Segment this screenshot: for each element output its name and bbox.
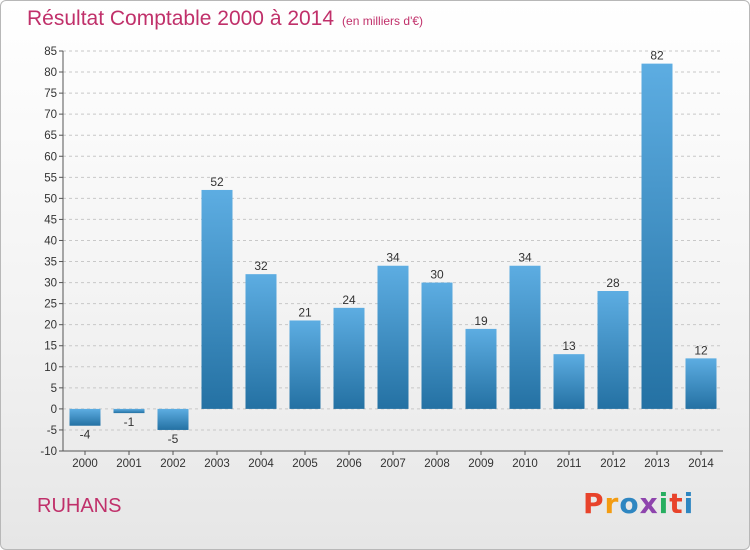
x-tick-label-2004: 2004 bbox=[248, 458, 274, 470]
bar-2004 bbox=[245, 274, 277, 409]
data-label-2008: 30 bbox=[430, 268, 444, 282]
chart-subtitle: (en milliers d'€) bbox=[342, 14, 424, 28]
data-label-2010: 34 bbox=[518, 251, 532, 265]
data-label-2003: 52 bbox=[210, 175, 224, 189]
bar-2003 bbox=[201, 189, 233, 409]
bar-2011 bbox=[553, 354, 585, 409]
y-tick-label: 75 bbox=[44, 88, 57, 100]
data-label-2000: -4 bbox=[80, 428, 91, 442]
bar-2008 bbox=[421, 282, 453, 409]
y-tick-label: 55 bbox=[44, 172, 57, 184]
bar-2006 bbox=[333, 307, 365, 409]
chart-title: Résultat Comptable 2000 à 2014 bbox=[27, 7, 335, 30]
x-tick-label-2001: 2001 bbox=[116, 458, 142, 470]
bar-2013 bbox=[641, 63, 673, 409]
proxiti-logo: Proxiti bbox=[583, 487, 694, 520]
x-tick-label-2013: 2013 bbox=[644, 458, 670, 470]
x-tick-label-2005: 2005 bbox=[292, 458, 318, 470]
y-tick-label: 85 bbox=[44, 46, 57, 58]
y-tick-label: 10 bbox=[44, 362, 57, 374]
x-tick-label-2003: 2003 bbox=[204, 458, 230, 470]
logo-letter: P bbox=[583, 487, 605, 520]
y-tick-label: 80 bbox=[44, 67, 57, 79]
data-label-2012: 28 bbox=[606, 276, 620, 290]
data-label-2014: 12 bbox=[694, 343, 708, 357]
x-tick-label-2014: 2014 bbox=[688, 458, 714, 470]
y-tick-label: 15 bbox=[44, 341, 57, 353]
y-tick-label: 30 bbox=[44, 278, 57, 290]
bar-2014 bbox=[685, 358, 717, 409]
y-tick-label: 45 bbox=[44, 214, 57, 226]
y-tick-label: -10 bbox=[40, 446, 57, 458]
bar-2005 bbox=[289, 320, 321, 409]
logo-letter: r bbox=[604, 487, 620, 520]
bar-2012 bbox=[597, 291, 629, 409]
x-tick-label-2012: 2012 bbox=[600, 458, 626, 470]
data-label-2004: 32 bbox=[254, 259, 268, 273]
logo-letter: t bbox=[669, 487, 684, 520]
x-tick-label-2006: 2006 bbox=[336, 458, 362, 470]
y-tick-label: 65 bbox=[44, 130, 57, 142]
y-tick-label: 35 bbox=[44, 257, 57, 269]
y-tick-label: 70 bbox=[44, 109, 57, 121]
y-tick-label: 0 bbox=[51, 404, 57, 416]
bar-2001 bbox=[113, 408, 145, 414]
logo-letter: i bbox=[658, 487, 670, 520]
x-tick-label-2010: 2010 bbox=[512, 458, 538, 470]
y-tick-label: 25 bbox=[44, 299, 57, 311]
y-tick-label: -5 bbox=[47, 425, 57, 437]
x-tick-label-2008: 2008 bbox=[424, 458, 450, 470]
bar-2010 bbox=[509, 265, 541, 409]
bar-2002 bbox=[157, 408, 189, 430]
data-label-2009: 19 bbox=[474, 314, 488, 328]
bar-2000 bbox=[69, 408, 101, 426]
data-label-2005: 21 bbox=[298, 305, 312, 319]
bar-2009 bbox=[465, 328, 497, 409]
x-tick-label-2007: 2007 bbox=[380, 458, 406, 470]
data-label-2013: 82 bbox=[650, 49, 664, 63]
chart-title-block: Résultat Comptable 2000 à 2014 (en millie… bbox=[27, 7, 423, 31]
y-tick-label: 40 bbox=[44, 235, 57, 247]
place-name: RUHANS bbox=[37, 495, 122, 517]
data-label-2002: -5 bbox=[168, 432, 179, 446]
y-tick-label: 60 bbox=[44, 151, 57, 163]
bar-2007 bbox=[377, 265, 409, 409]
logo-letter: i bbox=[683, 487, 695, 520]
y-tick-label: 5 bbox=[51, 383, 57, 395]
y-tick-label: 50 bbox=[44, 193, 57, 205]
data-label-2006: 24 bbox=[342, 293, 356, 307]
data-label-2001: -1 bbox=[124, 415, 135, 429]
logo-letter: x bbox=[639, 487, 659, 520]
x-tick-label-2009: 2009 bbox=[468, 458, 494, 470]
y-tick-label: 20 bbox=[44, 320, 57, 332]
x-tick-label-2002: 2002 bbox=[160, 458, 186, 470]
logo-letter: o bbox=[619, 487, 640, 520]
data-label-2011: 13 bbox=[562, 339, 576, 353]
x-tick-label-2011: 2011 bbox=[557, 458, 582, 470]
x-tick-label-2000: 2000 bbox=[72, 458, 98, 470]
data-label-2007: 34 bbox=[386, 251, 400, 265]
